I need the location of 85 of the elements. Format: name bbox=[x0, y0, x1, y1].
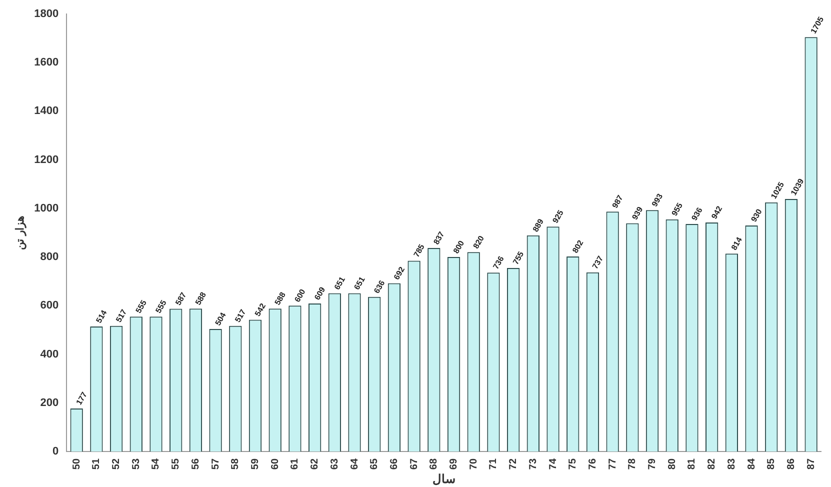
x-tick-label: 86 bbox=[786, 458, 797, 470]
x-tick-label: 80 bbox=[666, 458, 678, 470]
data-label: 889 bbox=[531, 216, 546, 234]
x-tick-label: 53 bbox=[130, 458, 142, 470]
data-label: 692 bbox=[392, 264, 407, 282]
x-tick-label: 66 bbox=[388, 458, 400, 470]
x-tick-label: 77 bbox=[607, 458, 618, 470]
data-label: 600 bbox=[292, 287, 308, 304]
y-tick-label: 1400 bbox=[34, 105, 59, 118]
x-tick-label: 87 bbox=[806, 458, 817, 470]
data-label: 814 bbox=[730, 235, 744, 252]
data-label: 955 bbox=[670, 200, 685, 218]
data-label: 936 bbox=[690, 206, 705, 222]
data-label: 987 bbox=[610, 193, 626, 210]
data-label: 587 bbox=[174, 290, 188, 307]
y-tick-label: 1800 bbox=[34, 8, 59, 20]
x-tick-label: 59 bbox=[250, 458, 262, 470]
x-tick-label: 81 bbox=[686, 458, 698, 470]
x-tick-label: 58 bbox=[230, 458, 242, 470]
x-tick-label: 51 bbox=[91, 458, 102, 470]
y-tick-label: 400 bbox=[40, 348, 59, 360]
x-tick-label: 75 bbox=[568, 458, 579, 470]
data-label: 785 bbox=[412, 242, 427, 259]
data-label: 942 bbox=[710, 204, 724, 221]
x-tick-label: 76 bbox=[587, 458, 598, 470]
data-label: 542 bbox=[253, 301, 268, 318]
data-label: 177 bbox=[74, 390, 90, 407]
data-label: 504 bbox=[213, 310, 228, 328]
data-label: 588 bbox=[194, 290, 208, 307]
data-label: 517 bbox=[114, 307, 129, 324]
x-tick-label: 67 bbox=[408, 458, 420, 470]
y-tick-label: 1600 bbox=[34, 56, 59, 69]
y-tick-label: 0 bbox=[52, 446, 59, 458]
x-tick-label: 82 bbox=[706, 458, 718, 470]
x-tick-label: 68 bbox=[428, 458, 440, 470]
data-label: 802 bbox=[570, 238, 586, 255]
x-tick-label: 73 bbox=[528, 458, 539, 470]
data-label: 993 bbox=[650, 192, 665, 208]
x-tick-label: 85 bbox=[766, 458, 778, 470]
data-label: 930 bbox=[749, 207, 764, 224]
x-tick-label: 74 bbox=[548, 458, 559, 470]
data-label: 609 bbox=[312, 285, 328, 302]
x-tick-label: 63 bbox=[329, 458, 340, 470]
x-tick-label: 70 bbox=[468, 458, 480, 470]
data-label: 555 bbox=[134, 298, 149, 315]
y-tick-label: 200 bbox=[40, 396, 59, 409]
y-tick-label: 600 bbox=[40, 300, 59, 312]
y-axis-title: هزار تن bbox=[14, 216, 27, 250]
data-label: 636 bbox=[372, 278, 387, 296]
y-tick-label: 1000 bbox=[34, 202, 59, 214]
data-label: 939 bbox=[630, 204, 646, 222]
x-tick-label: 78 bbox=[627, 458, 638, 470]
x-tick-label: 57 bbox=[210, 458, 222, 470]
x-tick-label: 60 bbox=[270, 458, 281, 470]
data-label: 651 bbox=[352, 274, 368, 292]
data-label: 588 bbox=[272, 290, 288, 307]
data-label: 514 bbox=[94, 308, 110, 325]
x-tick-label: 54 bbox=[150, 458, 162, 470]
x-tick-label: 83 bbox=[726, 458, 738, 470]
x-tick-label: 55 bbox=[170, 458, 182, 470]
x-tick-label: 65 bbox=[369, 458, 380, 470]
x-tick-label: 69 bbox=[448, 458, 460, 470]
y-tick-label: 800 bbox=[40, 251, 59, 264]
x-tick-label: 61 bbox=[290, 458, 301, 470]
x-axis-title: سال bbox=[432, 472, 456, 486]
data-label: 820 bbox=[471, 234, 486, 250]
data-label: 837 bbox=[432, 230, 446, 246]
data-label: 736 bbox=[491, 254, 506, 271]
x-tick-label: 71 bbox=[488, 458, 500, 470]
y-tick-label: 1200 bbox=[34, 154, 59, 166]
data-label: 737 bbox=[590, 254, 606, 270]
x-tick-label: 52 bbox=[111, 458, 122, 470]
data-label: 755 bbox=[511, 250, 526, 266]
data-label: 800 bbox=[452, 238, 466, 256]
x-tick-label: 79 bbox=[647, 458, 658, 470]
x-tick-label: 56 bbox=[190, 458, 202, 470]
x-tick-label: 62 bbox=[310, 458, 321, 470]
x-tick-label: 50 bbox=[71, 458, 82, 470]
data-label: 555 bbox=[154, 298, 169, 315]
x-tick-label: 72 bbox=[508, 458, 520, 470]
data-label: 925 bbox=[550, 208, 566, 225]
x-tick-label: 84 bbox=[746, 458, 758, 470]
data-label: 517 bbox=[233, 307, 248, 324]
data-label: 651 bbox=[332, 274, 348, 292]
x-tick-label: 64 bbox=[349, 458, 360, 470]
